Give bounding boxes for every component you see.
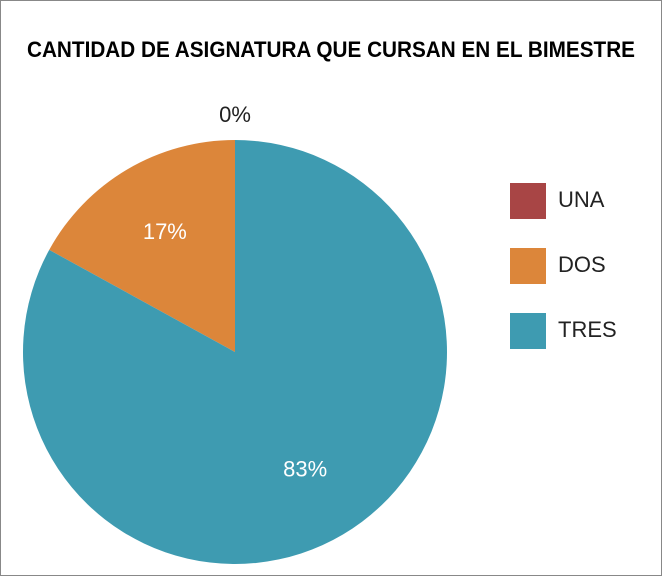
data-label: 0% [219, 102, 251, 127]
legend-label: TRES [558, 317, 617, 342]
chart-title: CANTIDAD DE ASIGNATURA QUE CURSAN EN EL … [27, 37, 635, 62]
legend-label: UNA [558, 187, 605, 212]
data-label: 17% [143, 219, 187, 244]
legend-swatch [510, 183, 546, 219]
data-label: 83% [283, 456, 327, 481]
legend-label: DOS [558, 252, 606, 277]
legend-swatch [510, 248, 546, 284]
pie-slice [23, 140, 448, 564]
pie-slice [49, 140, 235, 352]
legend-swatch [510, 313, 546, 349]
